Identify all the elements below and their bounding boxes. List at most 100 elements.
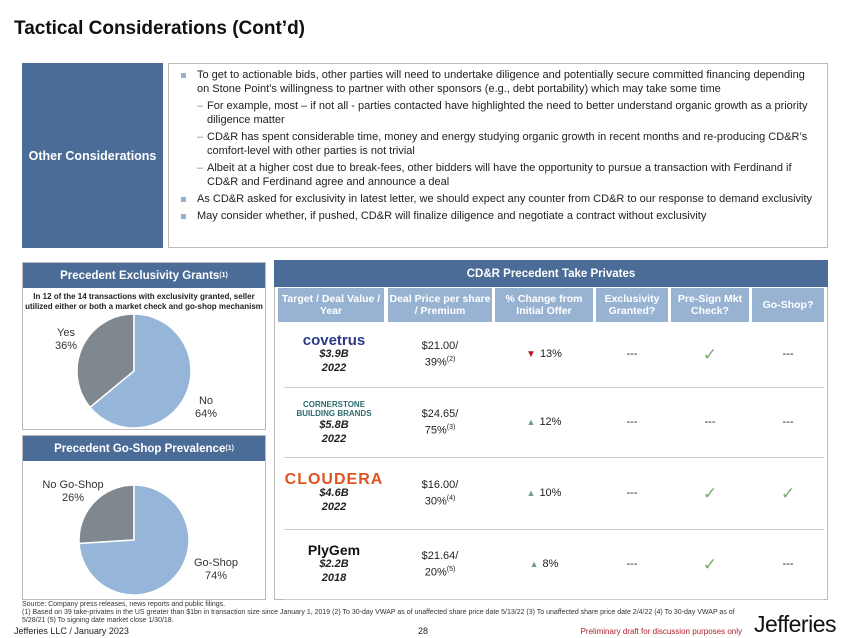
slice-label: No Go-Shop: [42, 479, 104, 491]
col-header: Go-Shop?: [752, 288, 824, 322]
table-row: CLOUDERA $4.6B 2022 $16.00/ 30%(4) ▲ 10% …: [284, 458, 824, 530]
table-row: PlyGem $2.2B 2018 $21.64/ 20%(5) ▲ 8% ---…: [284, 530, 824, 600]
check-icon: ✓: [702, 345, 718, 364]
footnote-ref: (4): [446, 494, 456, 502]
deal-year: 2022: [321, 362, 347, 374]
change-value: 8%: [542, 558, 559, 570]
deal-year: 2018: [321, 572, 347, 584]
page-number: 28: [418, 626, 429, 636]
mkt-check-cell: ---: [704, 416, 716, 428]
col-header: % Change from Initial Offer: [495, 288, 593, 322]
col-header: Exclusivity Granted?: [596, 288, 668, 322]
up-arrow-icon: ▲: [529, 559, 539, 569]
footnotes: Source: Company press releases, news rep…: [22, 601, 742, 625]
up-arrow-icon: ▲: [526, 488, 536, 498]
footer-left: Jefferies LLC / January 2023: [14, 626, 129, 636]
slice-label: Go-Shop: [193, 557, 239, 569]
exclusivity-panel: Precedent Exclusivity Grants (1) In 12 of…: [22, 262, 266, 430]
premium: 39%: [424, 356, 447, 369]
footnote-text: (1) Based on 39 take-privates in the US …: [22, 609, 735, 624]
slice-pct: 36%: [54, 340, 78, 352]
target-cell: CORNERSTONE BUILDING BRANDS $5.8B 2022: [284, 388, 384, 457]
slice-pct: 64%: [194, 408, 218, 420]
jefferies-logo: Jefferies: [753, 611, 837, 637]
company-logo: covetrus: [302, 332, 366, 349]
draft-notice: Preliminary draft for discussion purpose…: [580, 627, 742, 636]
table-row: CORNERSTONE BUILDING BRANDS $5.8B 2022 $…: [284, 388, 824, 458]
exclusivity-cell: ---: [626, 487, 638, 499]
panel-header: Precedent Go-Shop Prevalence (1): [23, 436, 265, 461]
exclusivity-cell: ---: [626, 416, 638, 428]
other-considerations-label: Other Considerations: [22, 63, 163, 248]
exclusivity-pie: [76, 313, 192, 429]
price-cell: $21.64/ 20%(5): [388, 530, 492, 599]
bullet: As CD&R asked for exclusivity in latest …: [179, 192, 819, 206]
panel-title: Precedent Exclusivity Grants: [60, 269, 220, 282]
go-shop-cell: ---: [782, 348, 794, 360]
premium: 30%: [424, 495, 447, 508]
target-cell: covetrus $3.9B 2022: [284, 322, 384, 387]
deal-price: $24.65/: [421, 407, 459, 420]
premium: 20%: [424, 566, 447, 579]
sub-bullet: Albeit at a higher cost due to break-fee…: [179, 161, 819, 189]
col-header: Deal Price per share / Premium: [388, 288, 492, 322]
change-cell: ▲ 12%: [495, 388, 593, 457]
deal-value: $2.2B: [319, 558, 349, 570]
go-shop-cell: ---: [782, 416, 794, 428]
sub-bullet: For example, most – if not all - parties…: [179, 99, 819, 127]
slice-pct: 74%: [204, 570, 228, 582]
go-shop-panel: Precedent Go-Shop Prevalence (1): [22, 435, 266, 600]
bullet: May consider whether, if pushed, CD&R wi…: [179, 209, 819, 223]
exclusivity-cell: ---: [626, 348, 638, 360]
target-cell: CLOUDERA $4.6B 2022: [284, 458, 384, 529]
premium: 75%: [424, 424, 447, 437]
footnote-ref: (2): [446, 355, 456, 363]
pie-slice-yes: [76, 313, 135, 409]
deal-year: 2022: [321, 432, 347, 445]
pie-slice-go-shop: [78, 484, 190, 596]
target-cell: PlyGem $2.2B 2018: [284, 530, 384, 599]
source-note: Source: Company press releases, news rep…: [22, 601, 226, 608]
price-cell: $16.00/ 30%(4): [388, 458, 492, 529]
price-cell: $21.00/ 39%(2): [388, 322, 492, 387]
company-logo: CLOUDERA: [284, 471, 384, 488]
check-icon: ✓: [780, 484, 796, 503]
col-header: Pre-Sign Mkt Check?: [671, 288, 749, 322]
deal-value: $4.6B: [319, 487, 349, 499]
slice-pct: 26%: [61, 492, 85, 504]
go-shop-pie: [78, 484, 190, 596]
table-title: CD&R Precedent Take Privates: [274, 260, 828, 287]
company-logo: PlyGem: [307, 542, 361, 558]
table-row: covetrus $3.9B 2022 $21.00/ 39%(2) ▼ 13% …: [284, 322, 824, 388]
change-cell: ▼ 13%: [495, 322, 593, 387]
deal-value: $3.9B: [319, 348, 349, 360]
pie-slice-no: [89, 313, 192, 429]
slice-label: Yes: [57, 327, 75, 339]
col-header: Target / Deal Value / Year: [278, 288, 384, 322]
price-cell: $24.65/ 75%(3): [388, 388, 492, 457]
exclusivity-cell: ---: [626, 558, 638, 570]
footnote-ref: (1): [219, 272, 228, 279]
deal-price: $16.00/: [421, 478, 459, 491]
company-logo: CORNERSTONE BUILDING BRANDS: [296, 399, 372, 418]
deal-price: $21.64/: [421, 549, 459, 562]
footnote-ref: (1): [225, 445, 234, 452]
slice-label: No: [198, 395, 214, 407]
bullet: To get to actionable bids, other parties…: [179, 68, 819, 96]
change-cell: ▲ 8%: [495, 530, 593, 599]
deal-value: $5.8B: [319, 418, 349, 431]
footnote-ref: (5): [446, 565, 456, 573]
change-value: 10%: [539, 487, 562, 499]
up-arrow-icon: ▲: [526, 417, 536, 427]
change-cell: ▲ 10%: [495, 458, 593, 529]
panel-header: Precedent Exclusivity Grants (1): [23, 263, 265, 288]
down-arrow-icon: ▼: [526, 349, 536, 360]
page-title: Tactical Considerations (Cont’d): [14, 18, 306, 39]
check-icon: ✓: [702, 484, 718, 503]
change-value: 13%: [539, 348, 562, 360]
deal-price: $21.00/: [421, 339, 459, 352]
go-shop-cell: ---: [782, 558, 794, 570]
pie-slice-no-go-shop: [78, 484, 135, 545]
deal-year: 2022: [321, 501, 347, 513]
footnote-ref: (3): [446, 423, 456, 431]
